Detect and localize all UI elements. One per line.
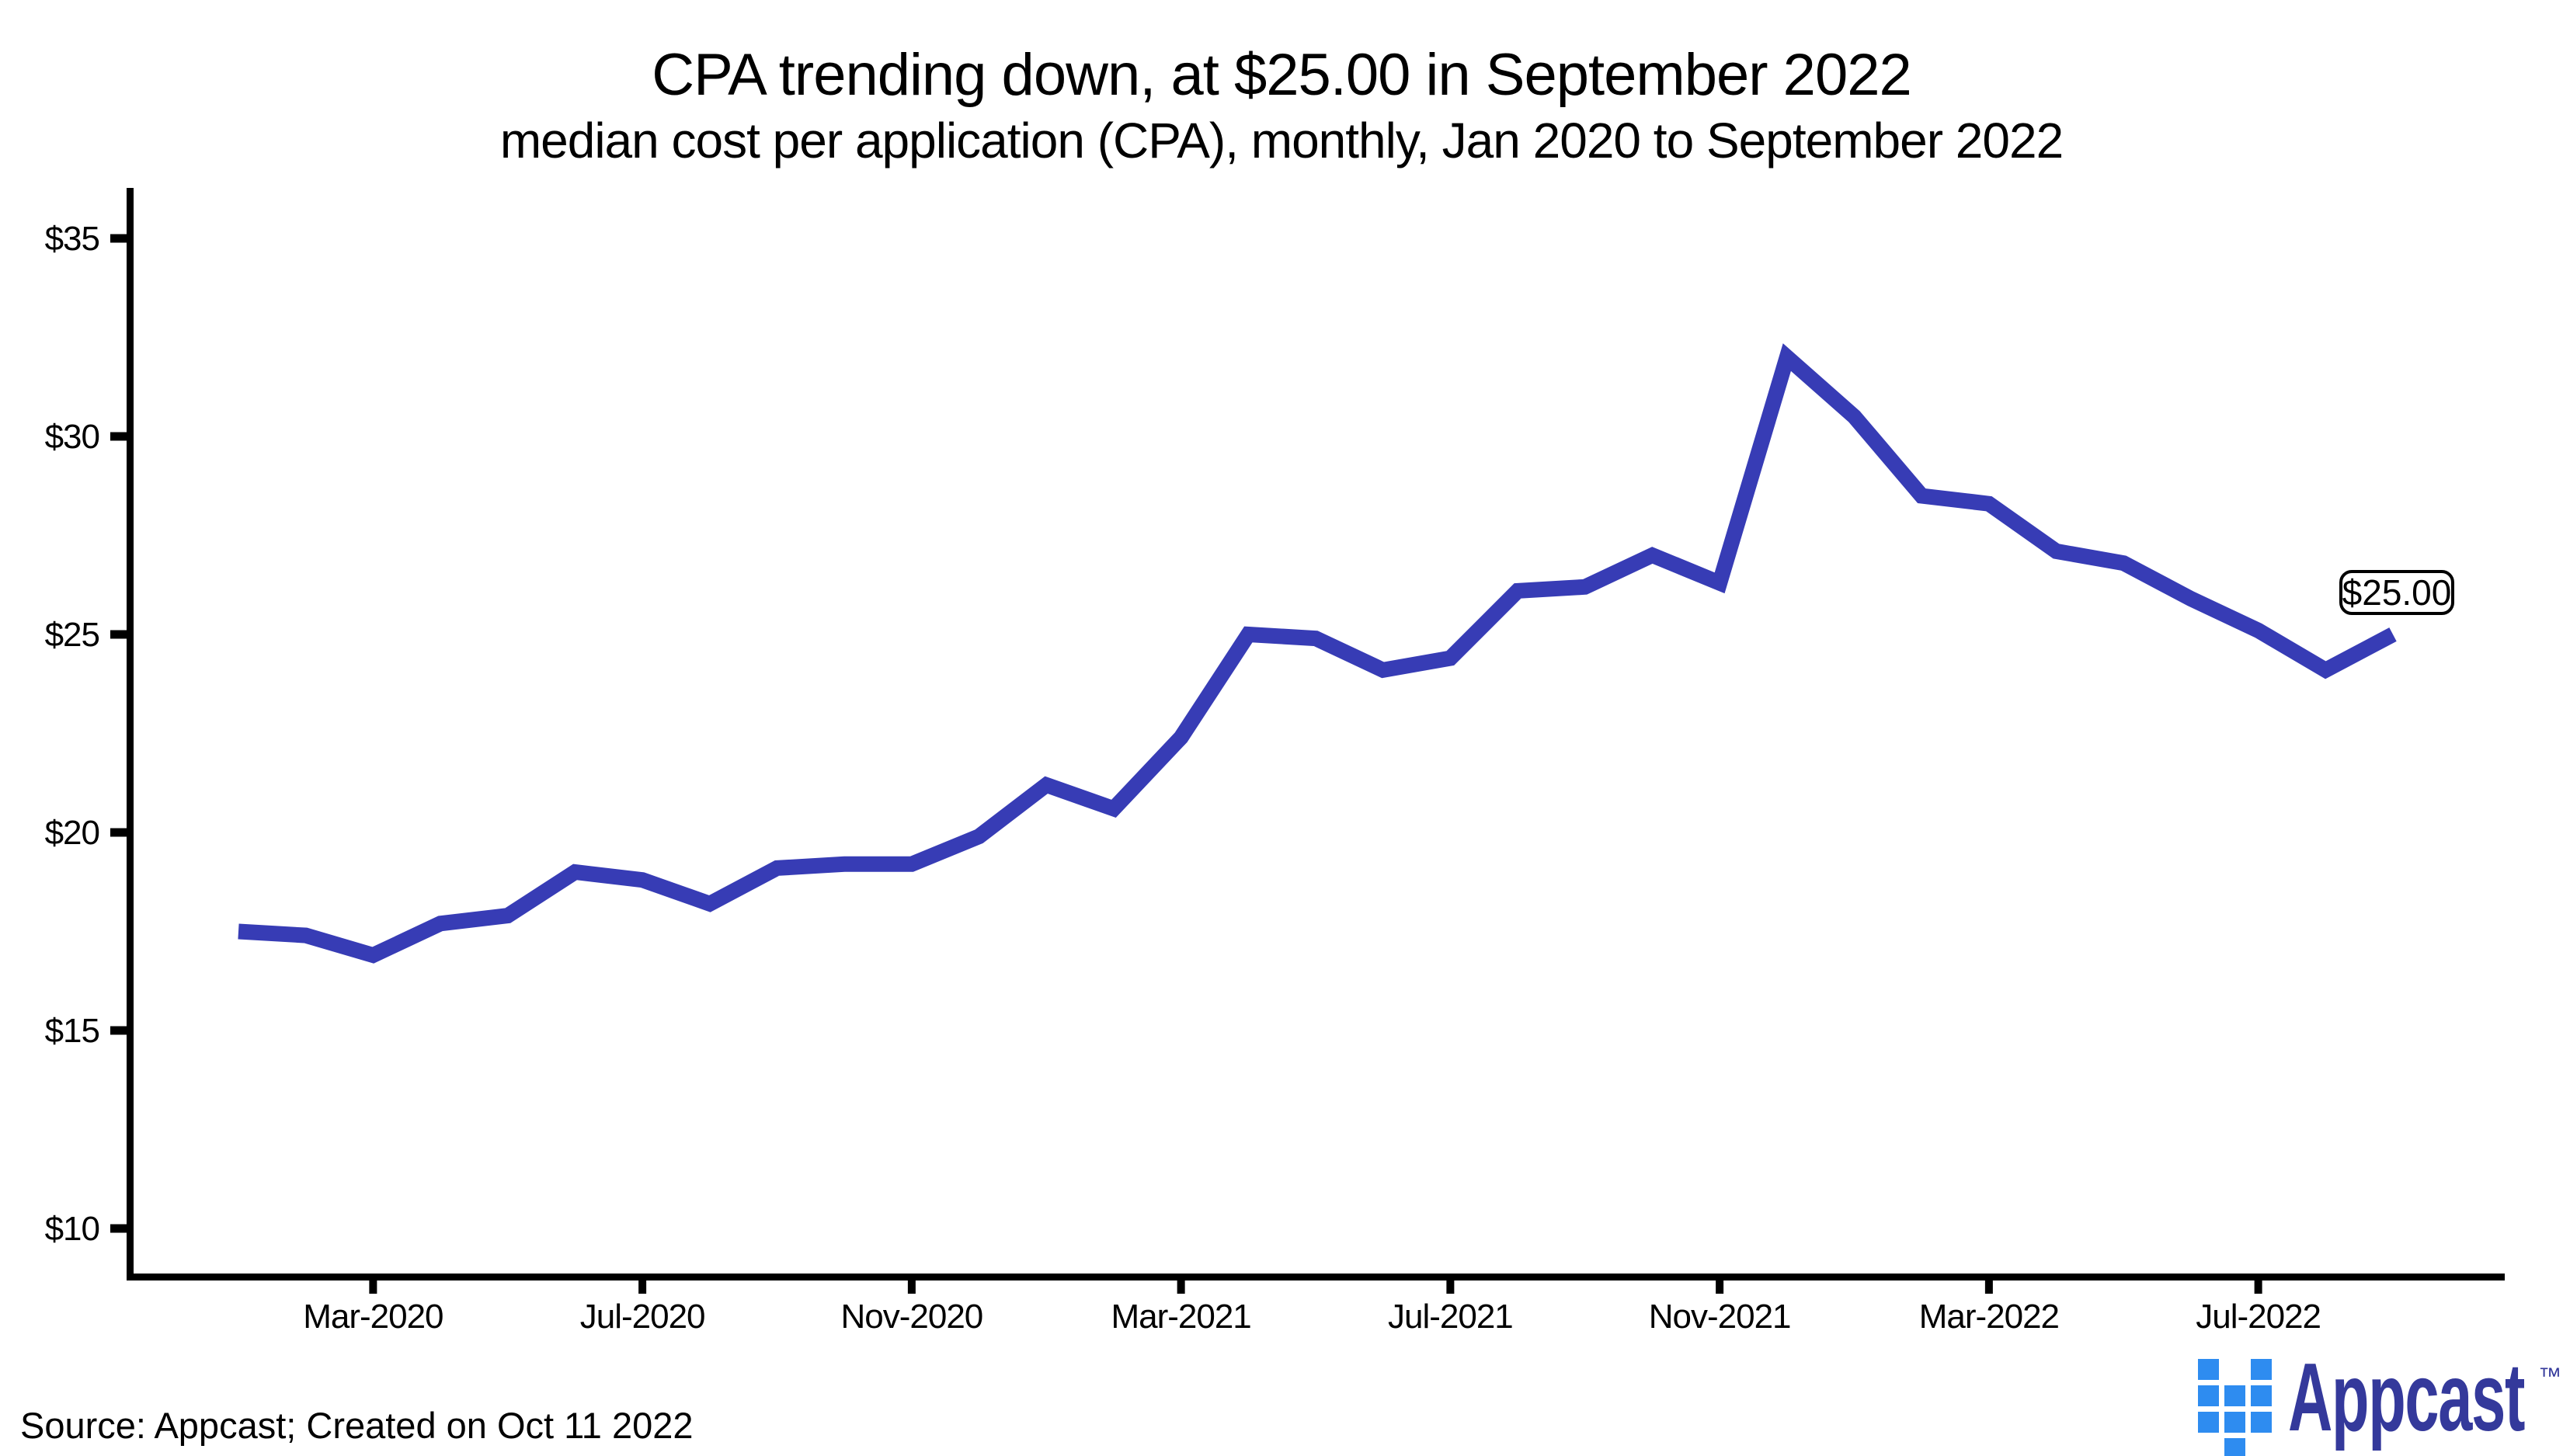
x-tick-label: Nov-2021 [1649,1298,1791,1336]
y-tick-label: $20 [45,814,99,852]
cpa-line-series [238,343,2397,964]
y-tick [110,432,127,441]
x-tick-label: Jul-2020 [580,1298,705,1336]
chart-title: CPA trending down, at $25.00 in Septembe… [652,42,1912,108]
x-tick [2254,1281,2262,1294]
appcast-logo-mark-icon [2198,1359,2272,1456]
y-tick-label: $10 [45,1210,99,1248]
y-tick [110,1224,127,1233]
appcast-logo-wordmark: Appcast [2288,1344,2525,1451]
x-tick [1177,1281,1185,1294]
trademark-symbol: ™ [2538,1364,2561,1389]
x-tick [369,1281,377,1294]
last-value-label: $25.00 [2342,572,2452,613]
x-tick [907,1281,916,1294]
x-tick [1984,1281,1993,1294]
appcast-logo: Appcast ™ [2198,1350,2563,1456]
source-note: Source: Appcast; Created on Oct 11 2022 [20,1405,694,1446]
y-tick [110,1026,127,1035]
x-tick-label: Mar-2021 [1111,1298,1250,1336]
x-tick [1446,1281,1455,1294]
y-tick [110,234,127,243]
x-tick [638,1281,647,1294]
y-tick-label: $30 [45,418,99,456]
x-tick-label: Nov-2020 [840,1298,982,1336]
x-tick-label: Mar-2022 [1919,1298,2059,1336]
chart-subtitle: median cost per application (CPA), month… [499,113,2064,169]
x-tick [1716,1281,1724,1294]
last-value-callout: $25.00 [2339,570,2454,615]
y-tick-label: $35 [45,220,99,258]
x-tick-label: Mar-2020 [303,1298,443,1336]
x-tick-label: Jul-2021 [1388,1298,1513,1336]
y-axis-line [127,188,134,1281]
y-tick-label: $15 [45,1012,99,1050]
x-tick-label: Jul-2022 [2196,1298,2321,1336]
y-tick-label: $25 [45,616,99,654]
y-tick [110,828,127,837]
x-axis-line [127,1274,2505,1281]
y-tick [110,630,127,639]
